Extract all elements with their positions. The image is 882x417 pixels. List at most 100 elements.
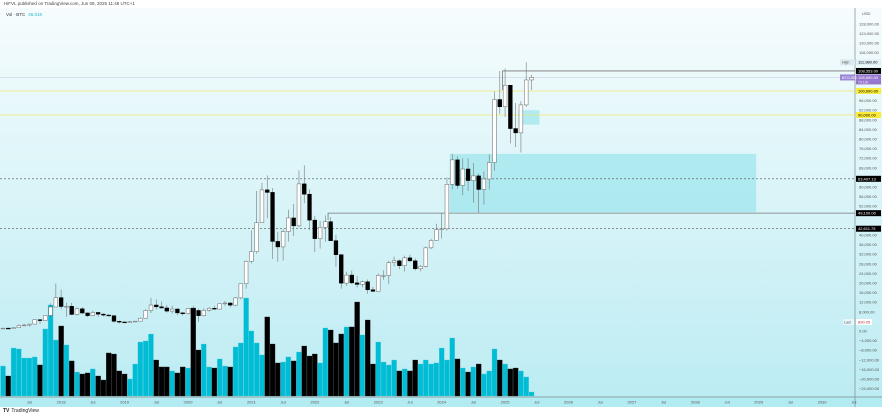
candle — [317, 227, 323, 239]
volume-bar — [269, 343, 276, 397]
zone-box-1[interactable] — [518, 110, 540, 125]
volume-bar — [47, 304, 54, 397]
candle — [206, 308, 212, 311]
price-tick-label: 88,000.00 — [859, 117, 878, 122]
candle — [233, 297, 238, 306]
candle — [423, 247, 428, 267]
price-tick-label: −16,000.00 — [859, 367, 880, 372]
volume-bar — [518, 370, 524, 397]
price-tick-label: 24,000.00 — [859, 271, 878, 276]
candle — [497, 99, 502, 108]
price-tick-label: 80,000.00 — [859, 137, 878, 142]
candle — [132, 320, 138, 323]
price-tick-label: 84,000.00 — [859, 127, 878, 132]
volume-bar — [201, 343, 207, 397]
volume-bar — [275, 362, 281, 397]
time-axis[interactable] — [0, 397, 882, 407]
legend-value: 46.01K — [28, 12, 43, 17]
volume-bar — [58, 325, 64, 397]
price-tick-label: 20,000.00 — [859, 281, 878, 286]
tv-logo-icon: TV — [3, 408, 10, 414]
zone-box-0[interactable] — [449, 153, 757, 213]
volume-bar — [16, 348, 22, 397]
candle — [349, 274, 354, 284]
resistance-line[interactable] — [502, 70, 855, 90]
price-tick-label: 40,000.00 — [859, 233, 878, 238]
price-tick-label: 28,000.00 — [859, 261, 878, 266]
volume-bar — [106, 352, 112, 397]
price-tick-label: 92,000.00 — [859, 108, 878, 113]
volume-bar — [164, 366, 170, 397]
volume-bar — [243, 297, 249, 397]
legend-label: Vol · BTC — [6, 12, 26, 17]
volume-bar — [338, 333, 344, 397]
time-tick-label: Jul — [788, 400, 793, 405]
volume-bar — [259, 354, 265, 397]
volume-bar — [349, 326, 355, 397]
price-tick-label: −4,000.00 — [859, 338, 878, 343]
candle — [465, 168, 471, 181]
volume-bar — [354, 301, 360, 397]
volume-bar — [407, 370, 413, 397]
level-90k-label-bg — [856, 112, 881, 118]
logo-text: TradingView — [11, 408, 39, 414]
volume-bar — [423, 359, 429, 397]
volume-bar — [74, 371, 80, 397]
candle — [328, 221, 333, 241]
volume-bar — [227, 366, 233, 397]
time-tick-label: 2026 — [564, 400, 574, 405]
volume-bar — [306, 355, 313, 397]
volume-bar — [528, 391, 535, 397]
price-tick-label: −12,000.00 — [859, 357, 880, 362]
candle — [243, 261, 249, 284]
volume-bar — [412, 359, 418, 397]
countdown-label: 7d 12h — [858, 80, 868, 84]
volume-bar — [21, 357, 27, 397]
candle — [138, 317, 143, 322]
price-tick-label: 124,000.00 — [859, 31, 880, 36]
candle — [53, 297, 59, 308]
volume-bar — [137, 341, 144, 397]
support-line[interactable] — [327, 212, 855, 221]
candle — [508, 84, 513, 129]
volume-bar — [285, 356, 292, 397]
time-tick-label: 2021 — [247, 400, 257, 405]
candle — [90, 312, 95, 316]
volume-bar — [185, 367, 191, 397]
volume-bar — [132, 363, 138, 397]
countdown-bg — [856, 80, 881, 85]
candle — [154, 304, 159, 308]
volume-bar — [497, 359, 503, 397]
candle — [455, 159, 460, 186]
price-tick-label: 128,000.00 — [859, 21, 880, 26]
volume-bar — [428, 363, 434, 397]
last-price-tag: BTCUSD — [842, 76, 857, 80]
time-tick-label: Jul — [281, 400, 286, 405]
time-tick-label: Jul — [407, 400, 412, 405]
price-tick-label: 120,000.00 — [859, 41, 880, 46]
candle — [32, 319, 37, 325]
volume-bar — [333, 342, 339, 397]
last-price-label: 105,650.00 — [858, 75, 879, 80]
volume-bar — [127, 378, 133, 397]
time-tick-label: 2028 — [691, 400, 701, 405]
volume-bar — [470, 366, 477, 397]
volume-bar — [254, 342, 260, 397]
candle — [286, 217, 291, 232]
high-tag-bg — [840, 59, 855, 66]
candle — [85, 312, 90, 316]
time-tick-label: Jul — [661, 400, 666, 405]
candle — [228, 302, 233, 306]
candle — [185, 308, 191, 314]
last-price-label-bg — [856, 74, 881, 81]
price-tick-label: 72,000.00 — [859, 156, 878, 161]
time-tick-label: 2023 — [374, 400, 384, 405]
volume-bar — [10, 347, 17, 397]
candle — [164, 307, 169, 312]
volume-bar — [42, 328, 48, 397]
time-tick-label: Jul — [534, 400, 539, 405]
time-tick-label: Jul — [851, 400, 856, 405]
level-100k-label-bg — [856, 88, 881, 94]
last-price-tag-bg — [840, 74, 855, 81]
